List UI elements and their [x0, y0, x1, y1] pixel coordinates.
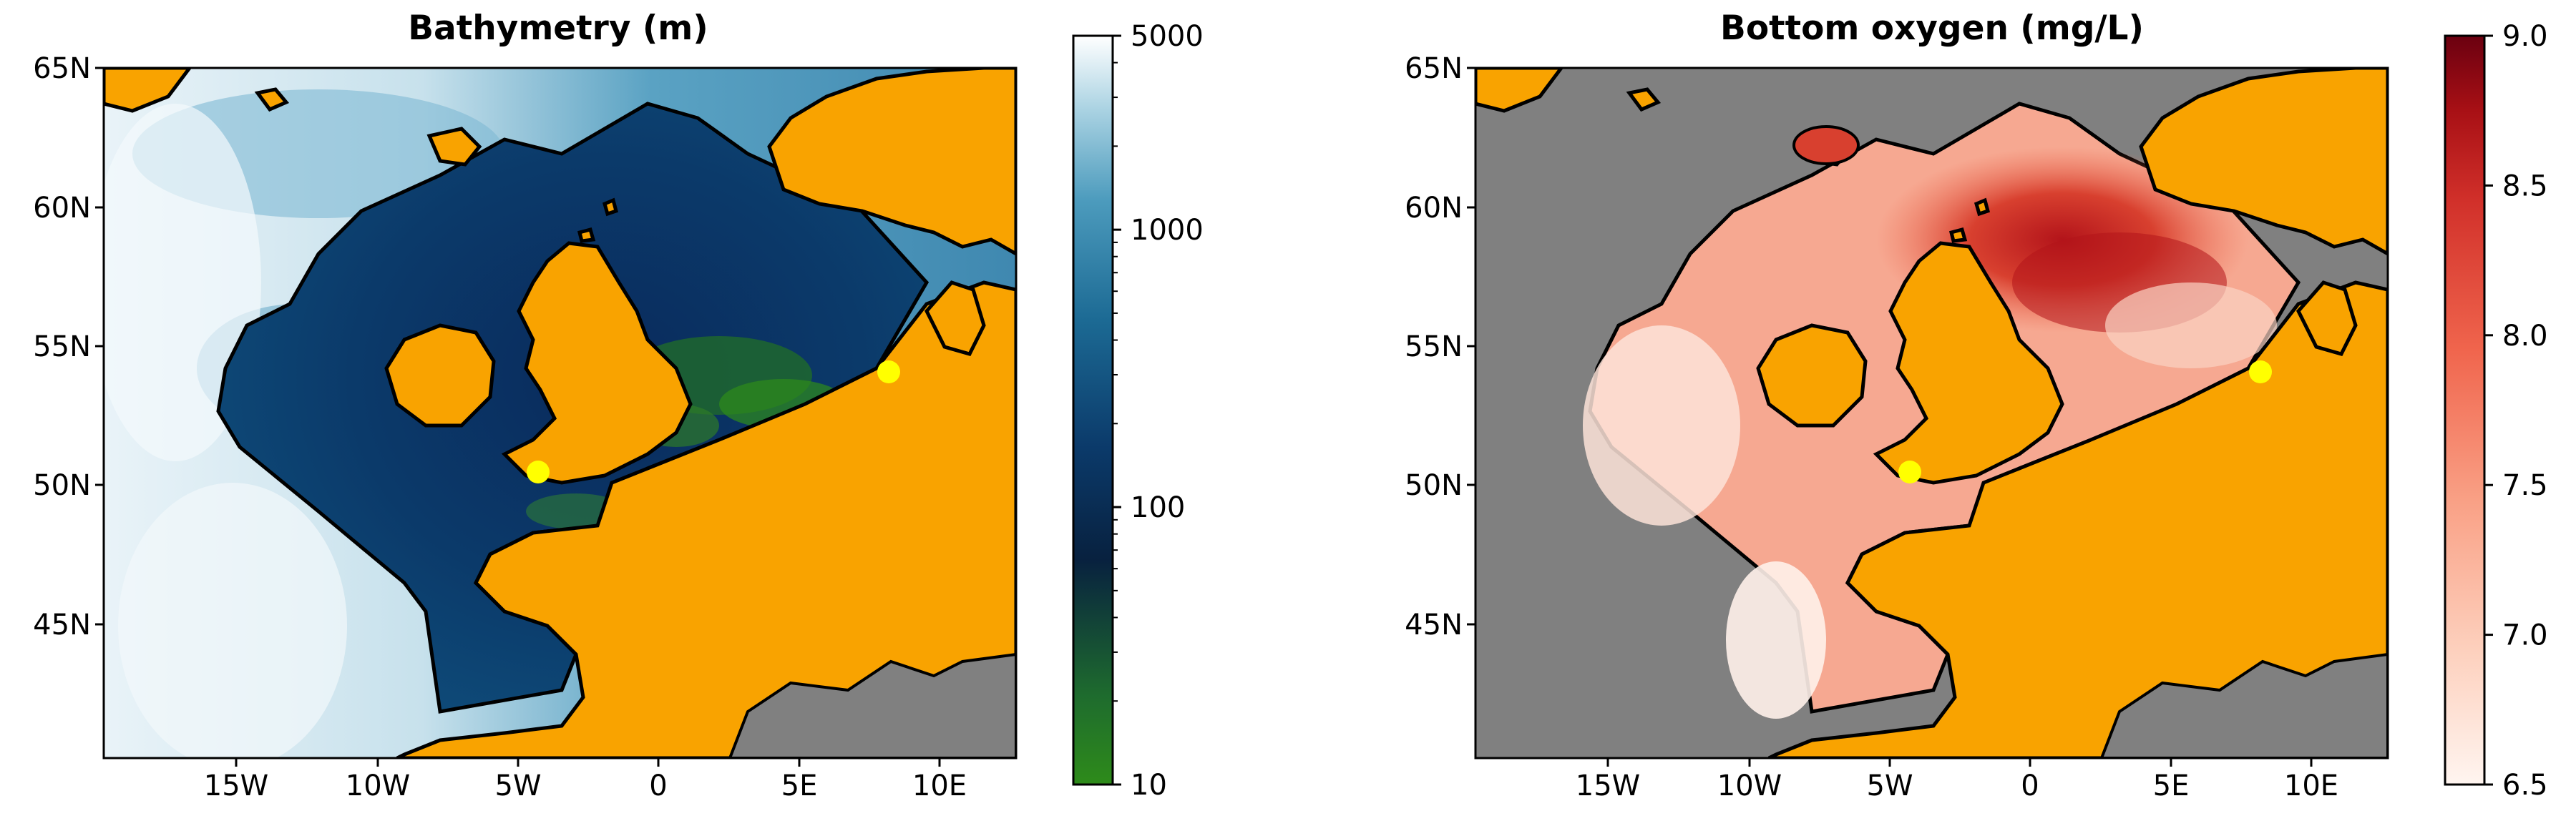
y-tick-label: 55N: [33, 330, 91, 363]
x-tick-label: 10W: [346, 770, 410, 802]
colorbar-tick-label: 8.0: [2502, 320, 2548, 353]
colorbar-tick-label: 6.5: [2502, 769, 2548, 802]
y-tick-label: 65N: [1405, 52, 1463, 85]
colorbar-tick-label: 7.5: [2502, 469, 2548, 502]
colorbar-tick-label: 8.5: [2502, 169, 2548, 202]
map-area: [104, 68, 1016, 758]
colorbar-tick-label: 9.0: [2502, 20, 2548, 53]
x-axis: 15W 10W 5W 0 5E 10E: [204, 758, 967, 802]
bottom-oxygen-panel: Bottom oxygen (mg/L): [1405, 9, 2547, 802]
bathymetry-panel: Bathymetry (m): [33, 9, 1204, 802]
colorbar-tick-label: 7.0: [2502, 619, 2548, 652]
colorbar-tick-label: 10: [1131, 769, 1167, 802]
x-tick-label: 15W: [204, 770, 268, 802]
colorbar: 5000 1000 100 10: [1072, 20, 1204, 802]
map-frame: [1474, 67, 2389, 759]
y-tick-label: 50N: [1405, 469, 1463, 502]
colorbar-tick-label: 100: [1131, 491, 1185, 524]
station-marker: [2249, 360, 2272, 383]
station-marker: [877, 360, 900, 383]
y-tick-label: 65N: [33, 52, 91, 85]
x-tick-label: 5E: [781, 770, 818, 802]
x-tick-label: 0: [649, 770, 667, 802]
y-tick-label: 45N: [1405, 609, 1463, 641]
x-tick-label: 5E: [2153, 770, 2190, 802]
station-marker: [1898, 461, 1921, 483]
x-tick-label: 0: [2021, 770, 2039, 802]
x-tick-label: 5W: [495, 770, 542, 802]
x-tick-label: 10E: [2284, 770, 2338, 802]
panel-title: Bathymetry (m): [408, 9, 708, 48]
y-axis: 65N 60N 55N 50N 45N: [1405, 52, 1475, 641]
map-frame: [102, 67, 1018, 759]
colorbar-tick-label: 1000: [1131, 214, 1204, 247]
panel-title: Bottom oxygen (mg/L): [1720, 9, 2144, 48]
station-marker: [527, 461, 550, 483]
x-axis: 15W 10W 5W 0 5E 10E: [1576, 758, 2338, 802]
x-tick-label: 5W: [1867, 770, 1913, 802]
y-tick-label: 60N: [1405, 192, 1463, 225]
x-tick-label: 10E: [912, 770, 967, 802]
y-tick-label: 55N: [1405, 330, 1463, 363]
y-tick-label: 50N: [33, 469, 91, 502]
x-tick-label: 15W: [1576, 770, 1640, 802]
map-area: [1475, 68, 2388, 758]
colorbar: 9.0 8.5 8.0 7.5 7.0 6.5: [2444, 20, 2548, 802]
y-tick-label: 45N: [33, 609, 91, 641]
x-tick-label: 10W: [1717, 770, 1782, 802]
colorbar-tick-label: 5000: [1131, 20, 1204, 53]
y-axis: 65N 60N 55N 50N 45N: [33, 52, 104, 641]
y-tick-label: 60N: [33, 192, 91, 225]
